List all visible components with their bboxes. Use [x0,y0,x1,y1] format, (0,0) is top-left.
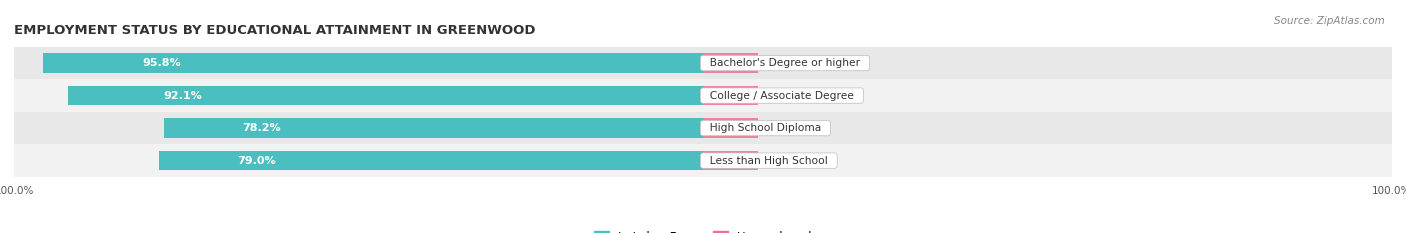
Bar [69,86,703,105]
Bar [703,86,758,105]
Legend: In Labor Force, Unemployed: In Labor Force, Unemployed [589,226,817,233]
Text: 0.0%: 0.0% [772,91,800,101]
Text: 95.8%: 95.8% [142,58,181,68]
Text: High School Diploma: High School Diploma [703,123,828,133]
Text: 78.2%: 78.2% [242,123,281,133]
Text: Less than High School: Less than High School [703,156,835,166]
Bar [165,118,703,138]
Bar [703,53,758,73]
Bar [159,151,703,170]
Bar [14,79,1392,112]
Text: 92.1%: 92.1% [163,91,202,101]
Bar [14,112,1392,144]
Text: College / Associate Degree: College / Associate Degree [703,91,860,101]
Text: 0.0%: 0.0% [772,123,800,133]
Text: 79.0%: 79.0% [238,156,276,166]
Bar [703,151,758,170]
Bar [14,144,1392,177]
Text: Source: ZipAtlas.com: Source: ZipAtlas.com [1274,16,1385,26]
Bar [703,118,758,138]
Bar [14,47,1392,79]
Text: EMPLOYMENT STATUS BY EDUCATIONAL ATTAINMENT IN GREENWOOD: EMPLOYMENT STATUS BY EDUCATIONAL ATTAINM… [14,24,536,37]
Bar [44,53,703,73]
Text: Bachelor's Degree or higher: Bachelor's Degree or higher [703,58,868,68]
Text: 0.0%: 0.0% [772,156,800,166]
Text: 3.8%: 3.8% [772,58,800,68]
